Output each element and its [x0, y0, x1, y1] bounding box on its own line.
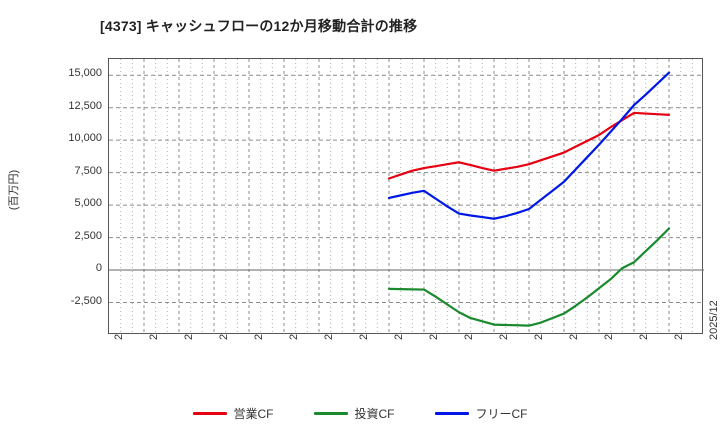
- y-tick-label: -2,500: [70, 294, 102, 307]
- legend-label: 投資CF: [354, 407, 395, 421]
- chart-title: [4373] キャッシュフローの12か月移動合計の推移: [100, 18, 418, 34]
- legend-color-swatch: [434, 412, 469, 415]
- chart-legend: 営業CF 投資CF フリーCF: [0, 405, 720, 422]
- legend-item[interactable]: フリーCF: [434, 405, 528, 422]
- x-tick-label: 2025/12: [708, 300, 720, 340]
- y-tick-label: 10,000: [68, 132, 102, 145]
- plot-area: [108, 58, 704, 335]
- series-lines: [387, 71, 671, 327]
- y-tick-label: 2,500: [74, 229, 102, 242]
- y-tick-label: 5,000: [74, 197, 102, 210]
- legend-color-swatch: [192, 412, 227, 415]
- legend-color-swatch: [313, 412, 348, 415]
- legend-label: 営業CF: [233, 407, 274, 421]
- legend-item[interactable]: 投資CF: [313, 405, 395, 422]
- y-tick-label: 15,000: [68, 67, 102, 80]
- y-tick-label: 12,500: [68, 99, 102, 112]
- y-axis-title: (百万円): [8, 169, 20, 211]
- legend-item[interactable]: 営業CF: [192, 405, 274, 422]
- y-tick-label: 7,500: [74, 164, 102, 177]
- y-tick-label: 0: [95, 262, 102, 275]
- grid-lines: [109, 59, 704, 335]
- legend-label: フリーCF: [475, 407, 528, 421]
